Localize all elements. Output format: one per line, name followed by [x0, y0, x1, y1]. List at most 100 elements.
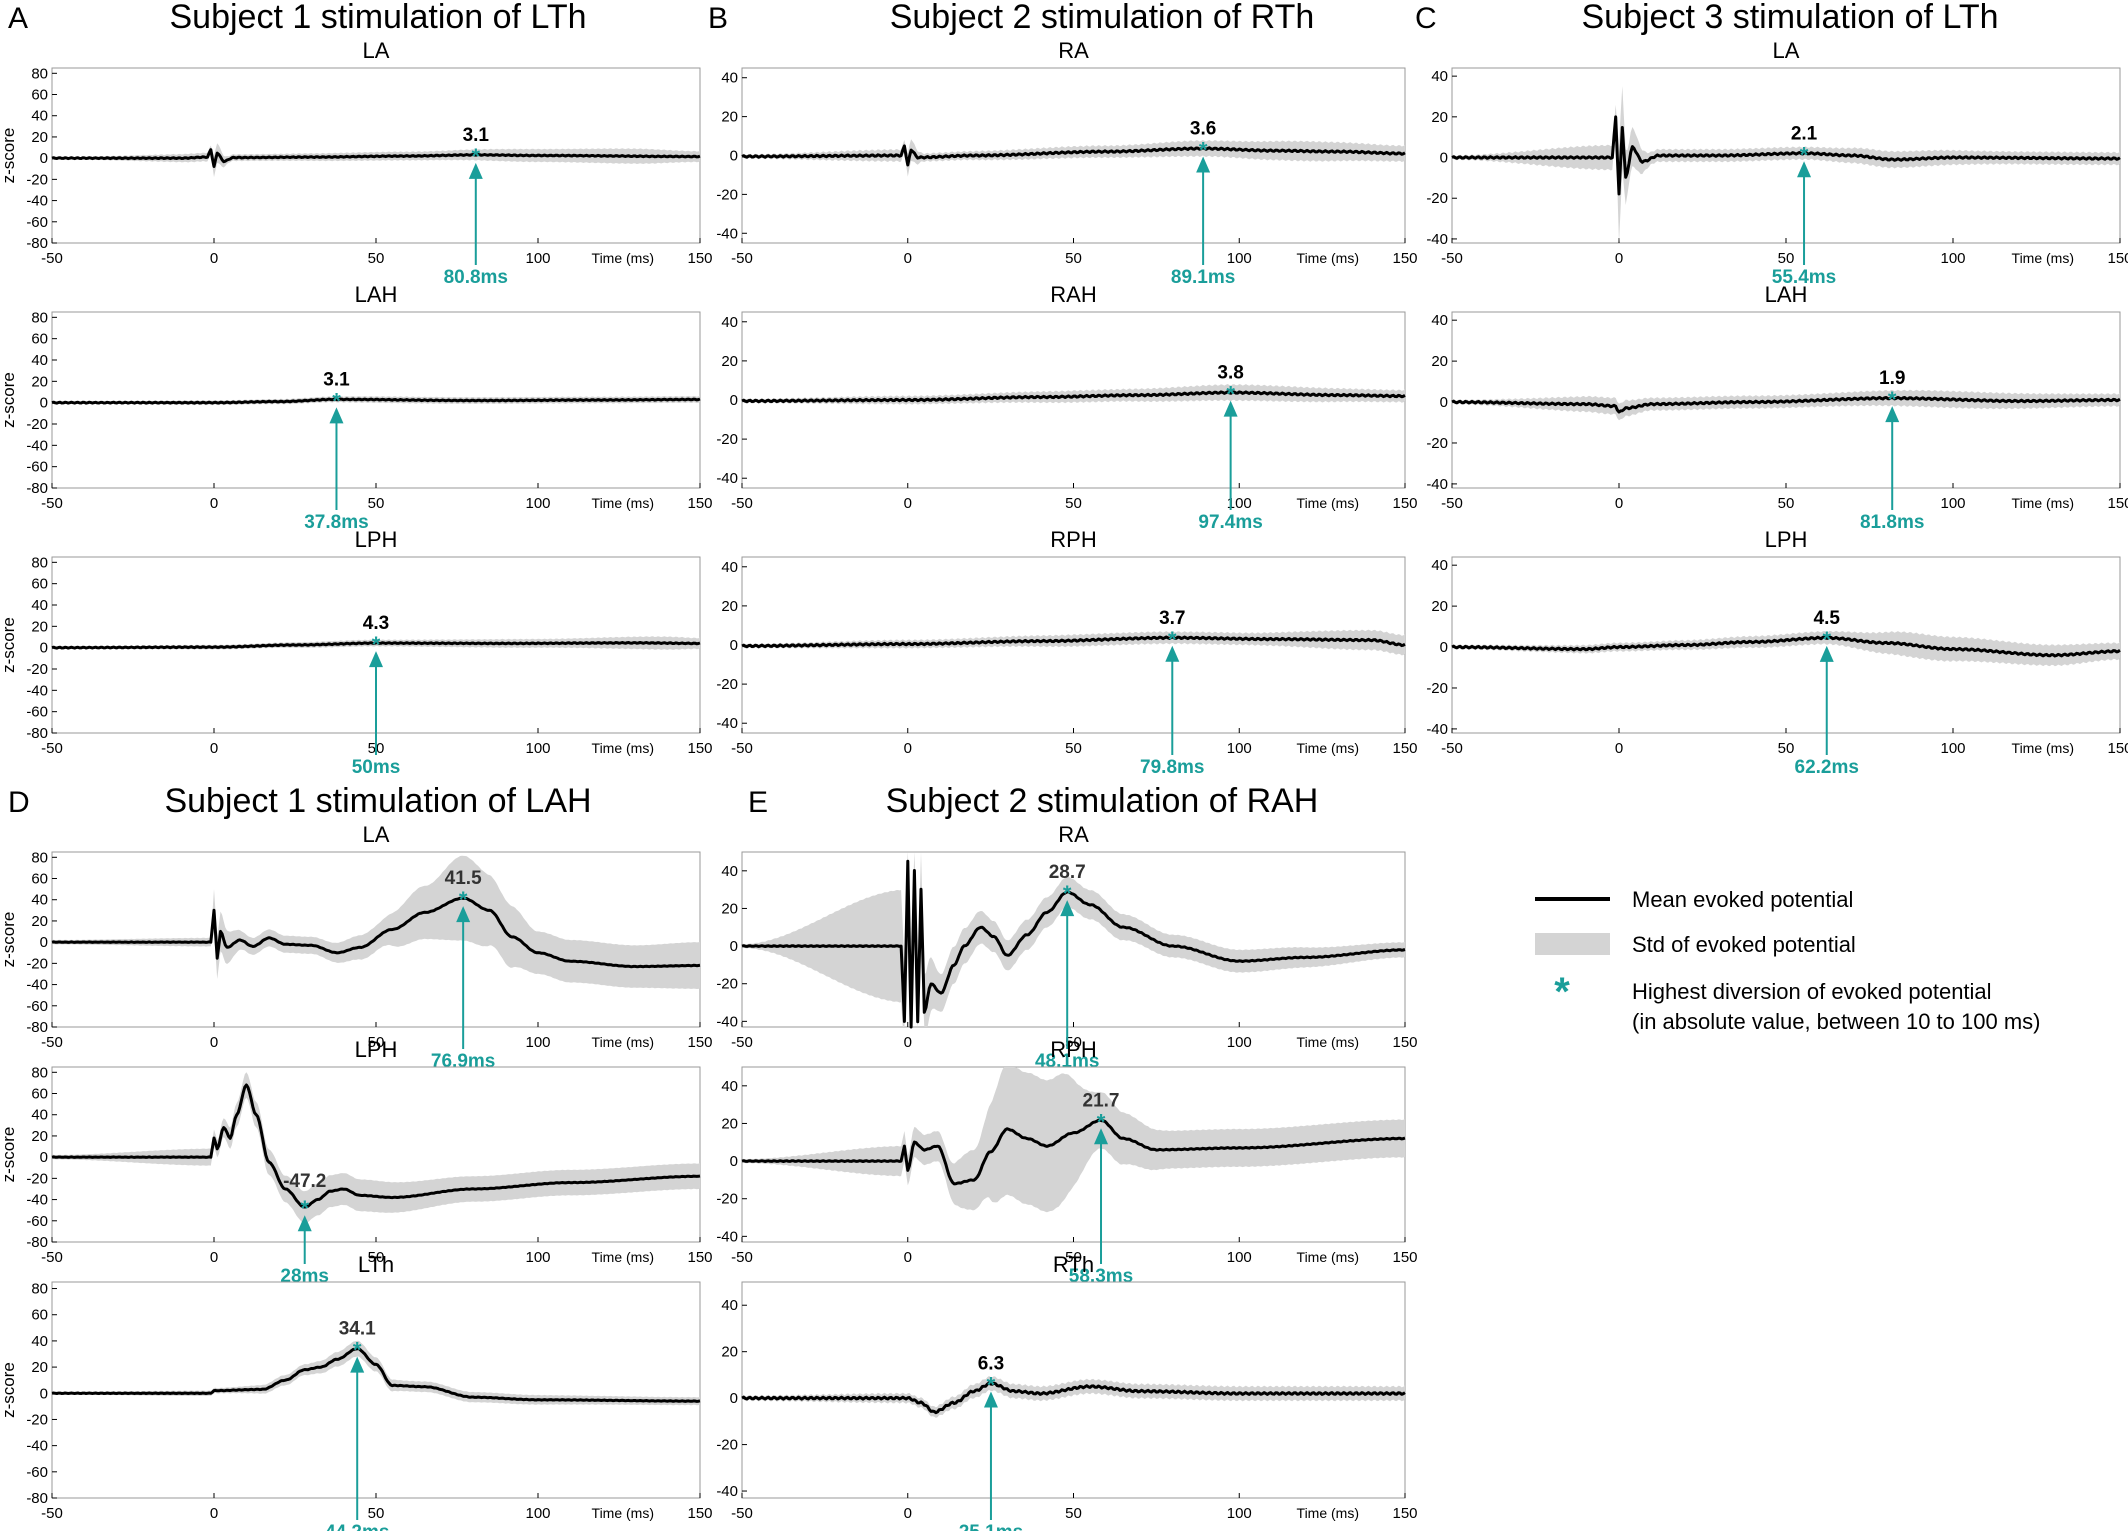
- y-tick-label: 40: [721, 314, 738, 331]
- y-tick-label: 60: [31, 871, 48, 888]
- x-axis-label: Time (ms): [2012, 250, 2074, 266]
- peak-marker: *: [1199, 138, 1208, 163]
- chart-c-lph: LPH 40 20 0 -20 -40 -50 0 50 100 150 Time (ms) *4.5 6…: [1426, 527, 2128, 778]
- y-tick-label: -20: [26, 171, 48, 188]
- y-tick-label: 0: [730, 938, 738, 955]
- y-axis-label: z-score: [0, 1127, 18, 1183]
- y-tick-label: 80: [31, 1281, 48, 1298]
- y-tick-label: -20: [1426, 680, 1448, 697]
- legend-mean-label: Mean evoked potential: [1632, 887, 1853, 912]
- y-tick-label: 40: [1431, 557, 1448, 574]
- y-tick-label: 40: [721, 559, 738, 576]
- peak-value-label: 21.7: [1083, 1090, 1120, 1111]
- x-tick-label: 150: [687, 1505, 712, 1522]
- subplot-title: LPH: [1765, 527, 1808, 552]
- peak-marker: *: [300, 1196, 309, 1221]
- peak-time-label: 81.8ms: [1860, 512, 1924, 533]
- y-tick-label: 0: [1440, 150, 1448, 167]
- x-tick-label: 100: [525, 1505, 550, 1522]
- y-tick-label: -20: [26, 416, 48, 433]
- y-axis-label: z-score: [0, 1362, 18, 1418]
- y-tick-label: -40: [716, 225, 738, 242]
- x-axis-label: Time (ms): [592, 250, 654, 266]
- peak-marker: *: [372, 632, 381, 657]
- peak-marker: *: [1822, 627, 1831, 652]
- y-tick-label: 40: [721, 863, 738, 880]
- x-tick-label: 100: [525, 1249, 550, 1266]
- peak-arrow-head: [297, 1215, 312, 1232]
- peak-value-label: 28.7: [1049, 862, 1086, 883]
- x-axis-label: Time (ms): [2012, 740, 2074, 756]
- x-axis-label: Time (ms): [1297, 1034, 1359, 1050]
- y-tick-label: -40: [716, 715, 738, 732]
- peak-time-label: 97.4ms: [1198, 512, 1262, 533]
- y-tick-label: 0: [40, 150, 48, 167]
- peak-arrow-head: [983, 1391, 998, 1408]
- x-tick-label: 50: [1065, 1249, 1082, 1266]
- std-band: [1452, 86, 2120, 243]
- x-tick-label: 0: [210, 495, 218, 512]
- x-tick-label: 50: [1778, 495, 1795, 512]
- y-tick-label: -20: [1426, 190, 1448, 207]
- y-tick-label: 60: [31, 87, 48, 104]
- x-tick-label: 150: [2107, 740, 2128, 757]
- y-tick-label: 20: [1431, 109, 1448, 126]
- x-tick-label: 100: [1940, 495, 1965, 512]
- y-axis-label: z-score: [0, 617, 18, 673]
- y-axis-label: z-score: [0, 372, 18, 428]
- y-tick-label: -20: [716, 1437, 738, 1454]
- x-axis-label: Time (ms): [1297, 495, 1359, 511]
- mean-trace: [51, 148, 701, 168]
- peak-arrow-head: [1819, 645, 1834, 662]
- chart-b-rph: RPH 40 20 0 -20 -40 -50 0 50 100 150 Time (ms) *3.7 7…: [716, 527, 1417, 778]
- y-tick-label: -40: [26, 437, 48, 454]
- x-tick-label: 150: [1392, 495, 1417, 512]
- y-tick-label: 20: [31, 129, 48, 146]
- x-axis-label: Time (ms): [592, 1034, 654, 1050]
- x-tick-label: 150: [2107, 495, 2128, 512]
- peak-value-label: 3.1: [323, 369, 350, 390]
- x-tick-label: 100: [1940, 740, 1965, 757]
- x-tick-label: 100: [1227, 1249, 1252, 1266]
- peak-time-label: 62.2ms: [1795, 757, 1859, 778]
- subplot-title: LAH: [355, 282, 398, 307]
- subplot-title: LPH: [355, 527, 398, 552]
- y-tick-label: 0: [730, 637, 738, 654]
- y-tick-label: 40: [721, 70, 738, 87]
- y-tick-label: -60: [26, 998, 48, 1015]
- peak-value-label: 4.5: [1814, 608, 1841, 629]
- y-tick-label: 60: [31, 331, 48, 348]
- x-tick-label: 150: [1392, 250, 1417, 267]
- panel-letter-d: D: [8, 786, 30, 819]
- y-tick-label: 60: [31, 576, 48, 593]
- peak-time-label: 80.8ms: [444, 267, 508, 288]
- mean-trace: [741, 390, 1406, 404]
- panel-title-d: Subject 1 stimulation of LAH: [164, 782, 591, 820]
- y-tick-label: -40: [1426, 476, 1448, 493]
- peak-arrow-head: [468, 162, 483, 179]
- peak-time-label: 37.8ms: [304, 512, 368, 533]
- peak-arrow-head: [369, 651, 383, 668]
- x-tick-label: 150: [1392, 1034, 1417, 1051]
- subplot-title: RTh: [1053, 1252, 1094, 1277]
- chart-e-rth: RTh 40 20 0 -20 -40 -50 0 50 100 150 Time (ms) *6.3 2…: [716, 1252, 1417, 1531]
- x-tick-label: -50: [41, 740, 63, 757]
- x-axis-label: Time (ms): [1297, 740, 1359, 756]
- x-tick-label: 100: [525, 495, 550, 512]
- peak-marker: *: [987, 1372, 996, 1397]
- mean-trace: [741, 144, 1406, 167]
- peak-value-label: 2.1: [1791, 123, 1818, 144]
- y-tick-label: -20: [26, 1411, 48, 1428]
- x-tick-label: 50: [1065, 1505, 1082, 1522]
- y-tick-label: -60: [26, 459, 48, 476]
- chart-b-rah: RAH 40 20 0 -20 -40 -50 0 50 100 150 Time (ms) *3.8 9…: [716, 282, 1417, 533]
- y-tick-label: 40: [31, 1333, 48, 1350]
- y-tick-label: 20: [31, 913, 48, 930]
- panel-letter-e: E: [748, 786, 768, 819]
- chart-d-la: LA z-score 80 60 40 20 0 -20 -40 -60 -80-50 0 50 100 1…: [0, 822, 713, 1072]
- x-tick-label: 50: [1065, 250, 1082, 267]
- y-tick-label: 20: [721, 1115, 738, 1132]
- panel-title-c: Subject 3 stimulation of LTh: [1581, 0, 1998, 36]
- y-tick-label: 40: [31, 597, 48, 614]
